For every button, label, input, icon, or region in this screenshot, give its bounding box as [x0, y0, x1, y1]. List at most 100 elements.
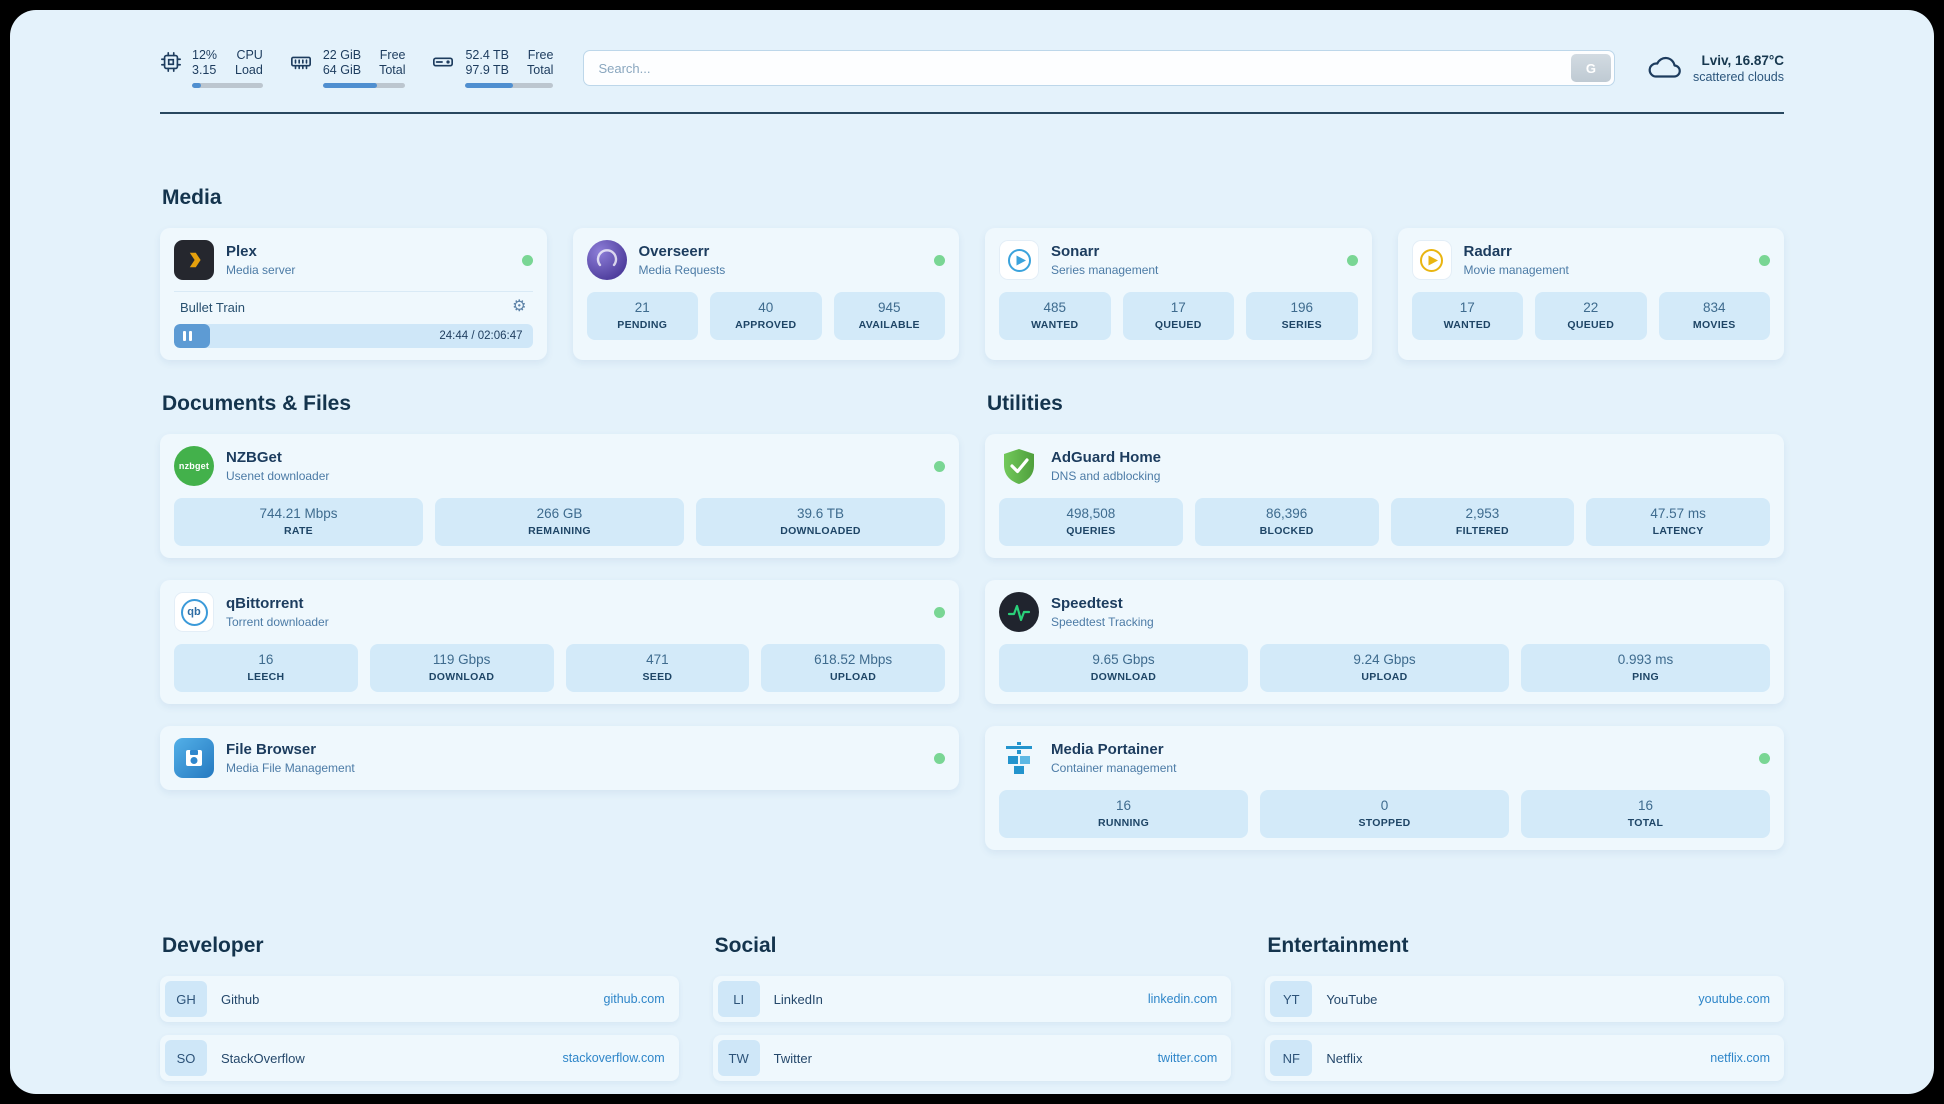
bookmark-url: github.com	[603, 992, 665, 1006]
service-subtitle: Torrent downloader	[226, 615, 329, 629]
service-card-filebrowser[interactable]: File Browser Media File Management	[160, 726, 959, 790]
stat-tile: 2,953 FILTERED	[1390, 498, 1575, 546]
sonarr-icon	[999, 240, 1039, 280]
service-card-sonarr[interactable]: Sonarr Series management 485 WANTED 17 QUE…	[985, 228, 1372, 360]
service-subtitle: Speedtest Tracking	[1051, 615, 1154, 629]
bookmark-name: YouTube	[1326, 991, 1378, 1007]
cpu-value: 12%	[192, 48, 218, 62]
bookmark-url: linkedin.com	[1147, 992, 1218, 1006]
stat-tile: 744.21 Mbps RATE	[174, 498, 423, 546]
service-name: Media Portainer	[1051, 741, 1164, 758]
bookmark-name: Github	[221, 991, 260, 1007]
cpu-load-value: 3.15	[192, 63, 217, 77]
plex-icon	[174, 240, 214, 280]
status-dot	[934, 254, 945, 266]
stat-tile: 834 MOVIES	[1658, 292, 1770, 340]
section-title-documents: Documents & Files	[162, 392, 352, 415]
service-subtitle: Series management	[1051, 263, 1159, 277]
service-card-plex[interactable]: Plex Media server Bullet Train ⚙ 24:44 /…	[160, 228, 547, 360]
section-title-entertainment: Entertainment	[1267, 934, 1409, 957]
status-dot	[1346, 254, 1358, 266]
section-media: Media Plex Media server Bullet Train ⚙	[160, 186, 1784, 360]
ram-icon	[289, 51, 313, 78]
bookmark-name: StackOverflow	[221, 1050, 305, 1066]
bookmark-twitter[interactable]: TW Twitter twitter.com	[712, 1035, 1232, 1081]
bookmark-linkedin[interactable]: LI LinkedIn linkedin.com	[712, 976, 1232, 1022]
qbittorrent-icon: qb	[174, 592, 214, 632]
service-subtitle: Movie management	[1463, 263, 1569, 277]
service-card-speedtest[interactable]: Speedtest Speedtest Tracking 9.65 Gbps DO…	[985, 580, 1784, 704]
status-dot	[1759, 254, 1770, 266]
weather-widget: Lviv, 16.87°C scattered clouds	[1645, 51, 1784, 86]
gear-icon[interactable]: ⚙	[512, 298, 527, 315]
weather-location: Lviv, 16.87°C	[1701, 52, 1784, 68]
service-name: Plex	[226, 243, 257, 260]
header-divider	[160, 112, 1784, 114]
service-subtitle: DNS and adblocking	[1051, 469, 1161, 483]
portainer-icon	[999, 738, 1039, 778]
section-social: Social LI LinkedIn linkedin.com TW Twitt…	[712, 934, 1232, 1094]
dashboard-window: 12% CPU 3.15 Load 22 GiB Free 64	[10, 10, 1934, 1094]
stat-tile: 196 SERIES	[1246, 292, 1358, 340]
stat-tile: 266 GB REMAINING	[435, 498, 684, 546]
service-card-portainer[interactable]: Media Portainer Container management 16 R…	[985, 726, 1784, 850]
disk-free-value: 52.4 TB	[465, 48, 510, 62]
ram-free-label: Free	[379, 48, 406, 62]
section-utilities: Utilities AdGuard Home DNS and adblockin…	[985, 392, 1784, 872]
pause-icon[interactable]	[183, 331, 192, 341]
radarr-icon	[1411, 240, 1452, 280]
stat-tile: 16 TOTAL	[1521, 790, 1770, 838]
service-name: Overseerr	[638, 243, 710, 260]
bookmark-name: LinkedIn	[773, 991, 823, 1007]
stat-tile: 40 APPROVED	[710, 292, 822, 340]
service-subtitle: Media Requests	[638, 263, 726, 277]
search-engine-button[interactable]: G	[1570, 54, 1611, 82]
stat-tile: 9.65 Gbps DOWNLOAD	[999, 644, 1248, 692]
plex-progress-bar: 24:44 / 02:06:47	[174, 324, 533, 348]
service-name: Radarr	[1463, 243, 1512, 260]
plex-progress-time: 24:44 / 02:06:47	[439, 330, 523, 342]
bookmark-stackoverflow[interactable]: SO StackOverflow stackoverflow.com	[160, 1035, 679, 1081]
service-card-overseerr[interactable]: Overseerr Media Requests 21 PENDING 40 APP…	[572, 228, 959, 360]
bookmark-github[interactable]: GH Github github.com	[160, 976, 679, 1022]
stat-tile: 86,396 BLOCKED	[1194, 498, 1379, 546]
status-dot	[934, 752, 945, 764]
service-name: File Browser	[226, 741, 317, 758]
stat-tile: 39.6 TB DOWNLOADED	[696, 498, 945, 546]
search-input[interactable]	[583, 50, 1615, 86]
stat-tile: 498,508 QUERIES	[999, 498, 1183, 546]
header: 12% CPU 3.15 Load 22 GiB Free 64	[160, 48, 1784, 88]
bookmark-youtube[interactable]: YT YouTube youtube.com	[1265, 976, 1784, 1022]
service-card-radarr[interactable]: Radarr Movie management 17 WANTED 22 QUEUE…	[1397, 228, 1784, 360]
bookmark-abbr: SO	[165, 1040, 207, 1076]
service-subtitle: Usenet downloader	[226, 469, 330, 483]
status-dot	[521, 254, 533, 266]
service-name: Speedtest	[1051, 595, 1123, 612]
service-subtitle: Container management	[1051, 761, 1177, 775]
service-card-adguard[interactable]: AdGuard Home DNS and adblocking 498,508 Q…	[985, 434, 1784, 558]
service-name: Sonarr	[1051, 243, 1100, 260]
section-title-media: Media	[162, 186, 222, 209]
bookmark-abbr: TW	[717, 1040, 760, 1076]
service-card-qbittorrent[interactable]: qb qBittorrent Torrent downloader 16 LEEC…	[160, 580, 959, 704]
bookmark-url: twitter.com	[1157, 1051, 1218, 1065]
stat-tile: 17 QUEUED	[1122, 292, 1234, 340]
stat-tile: 485 WANTED	[999, 292, 1111, 340]
overseerr-icon	[586, 240, 627, 280]
stat-tile: 16 LEECH	[174, 644, 358, 692]
bookmark-abbr: YT	[1270, 981, 1313, 1017]
section-title-developer: Developer	[162, 934, 264, 957]
service-name: qBittorrent	[226, 595, 304, 612]
bookmark-abbr: NF	[1270, 1040, 1313, 1076]
stat-tile: 119 Gbps DOWNLOAD	[369, 644, 554, 692]
service-subtitle: Media server	[226, 263, 296, 277]
bookmark-netflix[interactable]: NF Netflix netflix.com	[1265, 1035, 1784, 1081]
cloud-icon	[1645, 51, 1683, 86]
bookmark-url: netflix.com	[1710, 1051, 1770, 1065]
bookmark-name: Netflix	[1326, 1050, 1363, 1066]
service-card-nzbget[interactable]: nzbget NZBGet Usenet downloader 744.21 M…	[160, 434, 959, 558]
service-subtitle: Media File Management	[226, 761, 355, 775]
stat-tile: 16 RUNNING	[999, 790, 1248, 838]
bookmark-abbr: LI	[717, 981, 760, 1017]
filebrowser-icon	[174, 738, 214, 778]
